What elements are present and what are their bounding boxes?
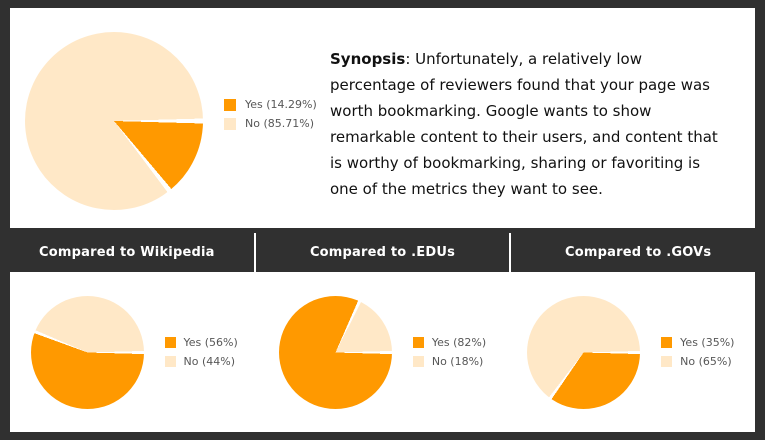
overview-section: Yes (14.29%) No (85.71%) Synopsis: Unfort… xyxy=(10,8,755,228)
synopsis-line: worth bookmarking. Google wants to show xyxy=(330,102,652,120)
header-compared-to-govs: Compared to .GOVs xyxy=(509,233,765,272)
comparison-cell-wikipedia: Yes (56%) No (44%) xyxy=(10,272,258,432)
legend-label: Yes (56%) xyxy=(183,336,238,349)
wikipedia-comparison-pie-chart xyxy=(30,295,144,409)
edus-comparison-pie-chart xyxy=(278,295,392,409)
legend-row: No (44%) xyxy=(164,355,238,368)
legend-label: Yes (35%) xyxy=(680,336,735,349)
synopsis-line: remarkable content to their users, and c… xyxy=(330,128,718,146)
bookmark-worthiness-legend: Yes (14.29%) No (85.71%) xyxy=(224,98,317,136)
legend-swatch-no xyxy=(164,356,176,367)
legend-swatch-yes xyxy=(661,337,673,348)
wikipedia-comparison-legend: Yes (56%) No (44%) xyxy=(164,336,238,374)
legend-row: Yes (56%) xyxy=(164,336,238,349)
header-compared-to-wikipedia: Compared to Wikipedia xyxy=(39,245,215,260)
comparison-cell-edus: Yes (82%) No (18%) xyxy=(258,272,506,432)
legend-label: Yes (82%) xyxy=(431,336,487,349)
synopsis-line: is worthy of bookmarking, sharing or fav… xyxy=(330,154,701,172)
legend-swatch-yes xyxy=(412,337,424,348)
synopsis-line: one of the metrics they want to see. xyxy=(330,180,603,198)
synopsis-block: Synopsis: Unfortunately, a relatively lo… xyxy=(330,46,760,202)
legend-label: No (65%) xyxy=(680,355,732,368)
legend-swatch-no xyxy=(412,356,424,367)
legend-swatch-no xyxy=(224,117,236,130)
legend-row: No (65%) xyxy=(661,355,734,368)
legend-swatch-no xyxy=(661,356,673,367)
bookmark-worthiness-pie-chart xyxy=(25,32,203,210)
synopsis-line: percentage of reviewers found that your … xyxy=(330,76,710,94)
legend-swatch-yes xyxy=(224,98,236,111)
comparison-section: Yes (56%) No (44%) Yes (82%) No (18%) Yes … xyxy=(10,272,755,432)
legend-label: No (44%) xyxy=(183,355,236,368)
legend-label: No (85.71%) xyxy=(245,117,314,130)
legend-row: Yes (35%) xyxy=(661,336,734,349)
comparison-cell-govs: Yes (35%) No (65%) xyxy=(507,272,755,432)
legend-row: No (18%) xyxy=(412,355,486,368)
govs-comparison-legend: Yes (35%) No (65%) xyxy=(661,336,734,374)
legend-row: Yes (82%) xyxy=(412,336,487,349)
legend-row: Yes (14.29%) xyxy=(224,98,317,111)
legend-label: Yes (14.29%) xyxy=(245,98,317,111)
header-compared-to-edus: Compared to .EDUs xyxy=(253,233,510,272)
synopsis-line: Synopsis: Unfortunately, a relatively lo… xyxy=(330,50,642,68)
edus-comparison-legend: Yes (82%) No (18%) xyxy=(412,336,487,374)
legend-label: No (18%) xyxy=(431,355,484,368)
govs-comparison-pie-chart xyxy=(527,295,641,409)
synopsis-label: Synopsis xyxy=(330,50,406,68)
comparison-header-row: Compared to Wikipedia Compared to .EDUs … xyxy=(0,228,765,272)
legend-row: No (85.71%) xyxy=(224,117,317,130)
legend-swatch-yes xyxy=(164,337,176,348)
